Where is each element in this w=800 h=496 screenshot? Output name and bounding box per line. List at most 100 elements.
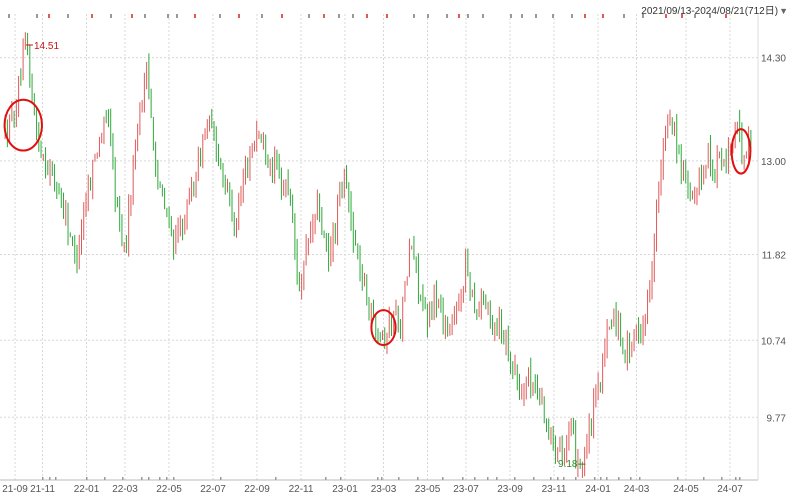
event-marker [709,14,711,18]
event-marker [739,477,741,480]
event-marker [194,14,196,18]
x-tick-label: 22-11 [289,484,314,495]
event-marker [642,14,644,18]
event-marker [677,477,679,480]
event-marker [602,14,604,18]
event-marker [462,477,464,480]
event-marker [122,477,124,480]
highlight-circle [370,309,397,347]
event-marker [665,14,667,18]
event-marker [55,477,57,480]
date-range-label: 2021/09/13-2024/08/21(712日) [641,6,779,17]
event-marker [458,14,460,18]
x-tick-label: 23-11 [542,484,567,495]
event-marker [131,14,133,18]
event-marker [36,14,38,18]
event-marker [487,477,489,480]
event-marker [725,14,727,18]
event-marker [366,14,368,18]
event-marker [42,477,44,480]
event-marker [467,14,469,18]
event-marker [144,14,146,18]
event-marker [694,14,696,18]
event-marker [308,14,310,18]
event-marker [176,14,178,18]
event-marker [417,477,419,480]
y-tick-label: 11.82 [762,251,787,262]
event-marker [427,14,429,18]
event-marker [159,477,161,480]
x-tick-label: 21-09 [2,484,28,495]
event-marker [8,14,10,18]
x-tick-label: 23-07 [453,484,479,495]
event-marker [86,477,88,480]
event-marker [594,477,596,480]
event-marker [381,477,383,480]
x-tick-label: 24-01 [585,484,611,495]
event-marker [238,14,240,18]
event-marker [618,477,620,480]
event-marker [173,477,175,480]
event-marker [630,477,632,480]
event-marker [575,477,577,480]
y-tick-label: 13.00 [761,157,786,168]
event-marker [600,477,602,480]
event-marker [514,477,516,480]
x-tick-label: 23-05 [415,484,441,495]
event-marker [91,14,93,18]
max-price-label: 14.51 [34,41,59,52]
event-marker [584,14,586,18]
x-tick-label: 23-01 [332,484,358,495]
event-marker [166,477,168,480]
event-marker [496,477,498,480]
date-range-selector[interactable]: 2021/09/13-2024/08/21(712日)▼ [641,2,788,17]
x-tick-label: 23-09 [497,484,523,495]
event-marker [352,14,354,18]
event-marker [167,14,169,18]
event-marker [563,477,565,480]
event-marker [721,477,723,480]
event-marker [550,477,552,480]
event-marker [552,14,554,18]
event-marker [510,14,512,18]
event-marker [48,14,50,18]
y-tick-label: 9.77 [767,413,787,424]
event-marker [261,14,263,18]
event-marker [533,477,535,480]
event-marker [521,14,523,18]
min-price-label: 9.18 [558,459,578,470]
event-marker [703,477,705,480]
event-marker [681,14,683,18]
x-tick-label: 22-07 [200,484,226,495]
event-marker [377,477,379,480]
event-marker [571,14,573,18]
event-marker [275,477,277,480]
dropdown-caret-icon: ▼ [779,6,788,16]
event-marker [104,477,106,480]
event-marker [110,14,112,18]
event-marker [474,477,476,480]
event-marker [281,14,283,18]
event-marker [398,477,400,480]
x-tick-label: 22-03 [112,484,138,495]
event-marker [148,477,150,480]
event-marker [735,477,737,480]
event-marker [557,477,559,480]
event-marker [67,14,69,18]
y-tick-label: 14.30 [761,54,786,65]
event-marker [323,14,325,18]
event-marker [606,477,608,480]
x-tick-label: 22-05 [156,484,182,495]
x-tick-label: 23-03 [371,484,397,495]
x-tick-label: 22-09 [244,484,270,495]
x-tick-label: 24-05 [673,484,699,495]
event-marker [535,14,537,18]
y-tick-label: 10.74 [761,336,786,347]
x-tick-label: 24-07 [717,484,743,495]
x-tick-label: 22-01 [74,484,100,495]
x-tick-label: 24-03 [624,484,650,495]
event-marker [413,14,415,18]
event-marker [482,14,484,18]
